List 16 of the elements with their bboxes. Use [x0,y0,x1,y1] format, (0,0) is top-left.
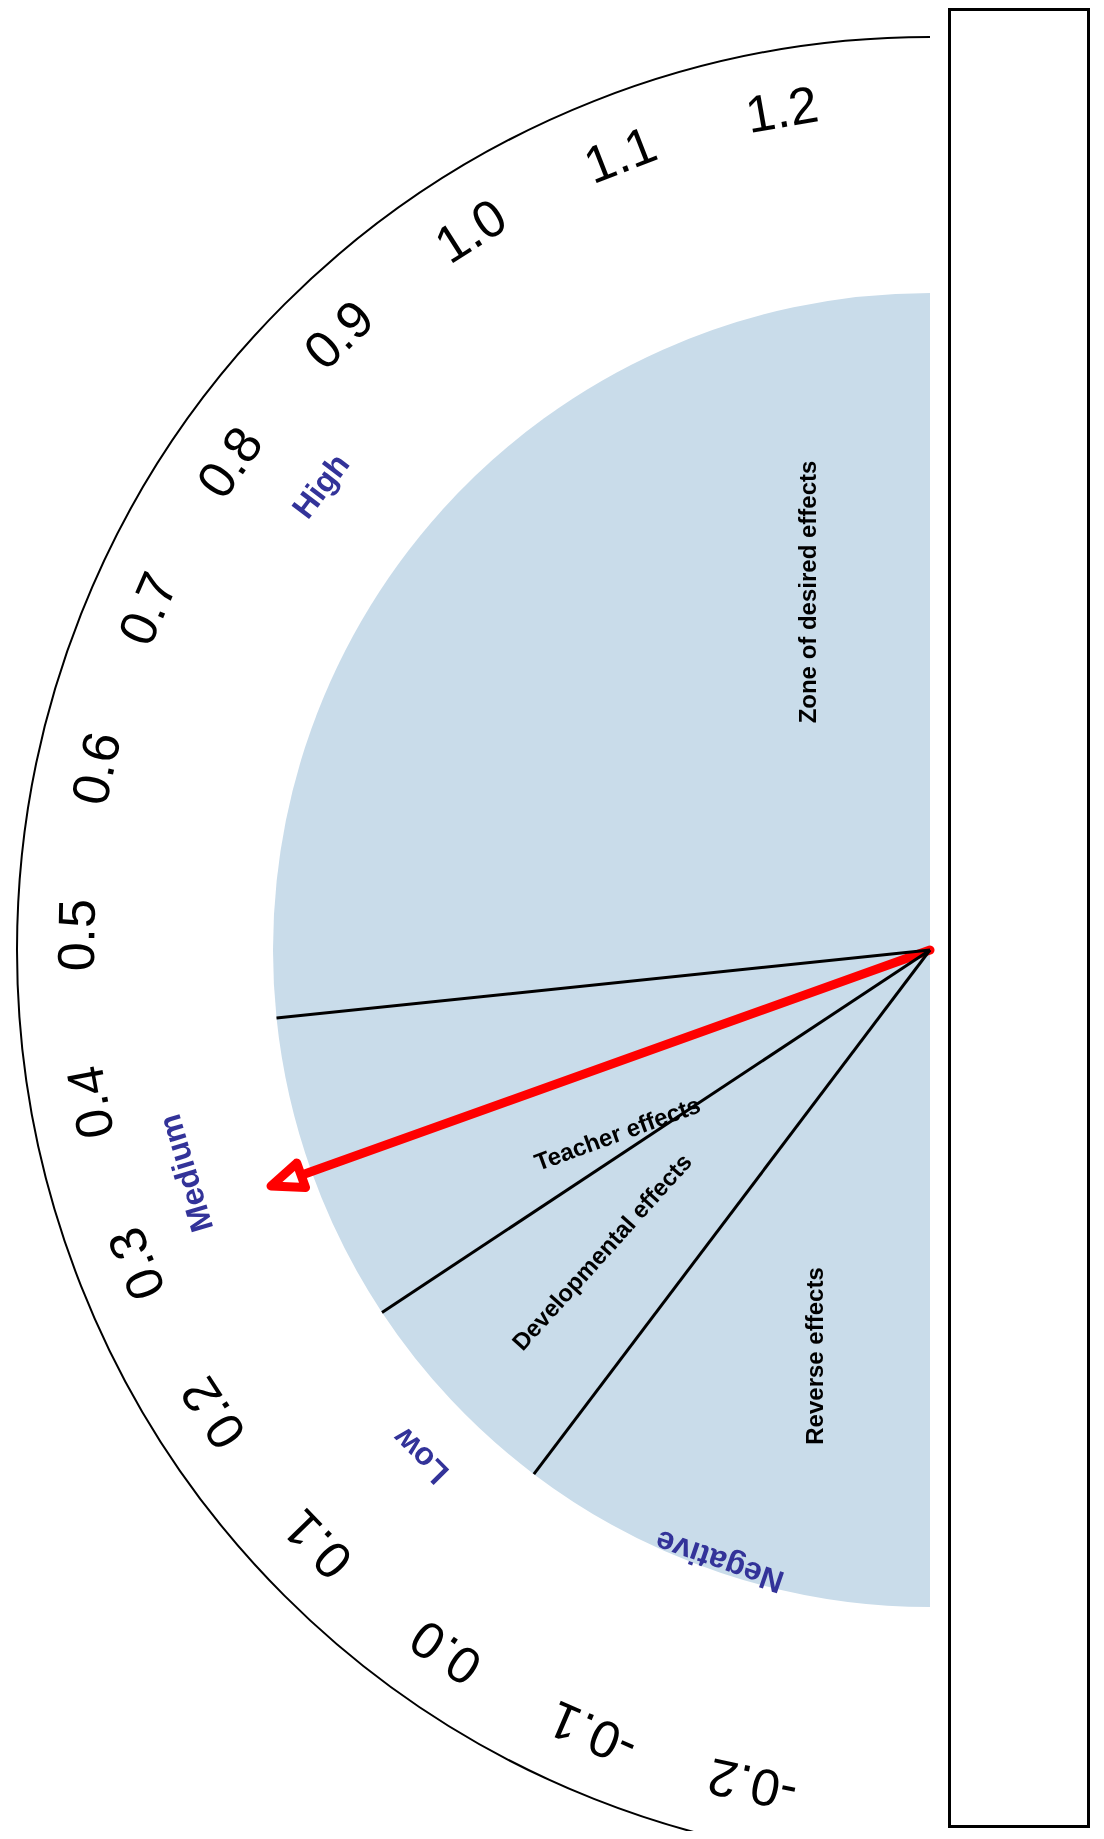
text: -0.1 [539,1689,646,1779]
text: 1.2 [741,74,823,145]
text: 0.4 [55,1061,126,1144]
text: 1.1 [575,114,665,195]
text: 1.0 [424,186,517,275]
text: -0.2 [702,1747,803,1823]
slice-label: Reverse effects [800,1267,828,1445]
text: 0.1 [271,1498,364,1591]
text: 0.9 [292,288,385,381]
text: 0.5 [46,898,107,972]
text: 0.7 [106,563,189,654]
text: 0.0 [399,1608,492,1698]
slice-label: Zone of desired effects [793,460,821,724]
text: 0.6 [59,726,132,810]
text: 0.8 [185,415,274,509]
text: 0.2 [168,1367,257,1460]
